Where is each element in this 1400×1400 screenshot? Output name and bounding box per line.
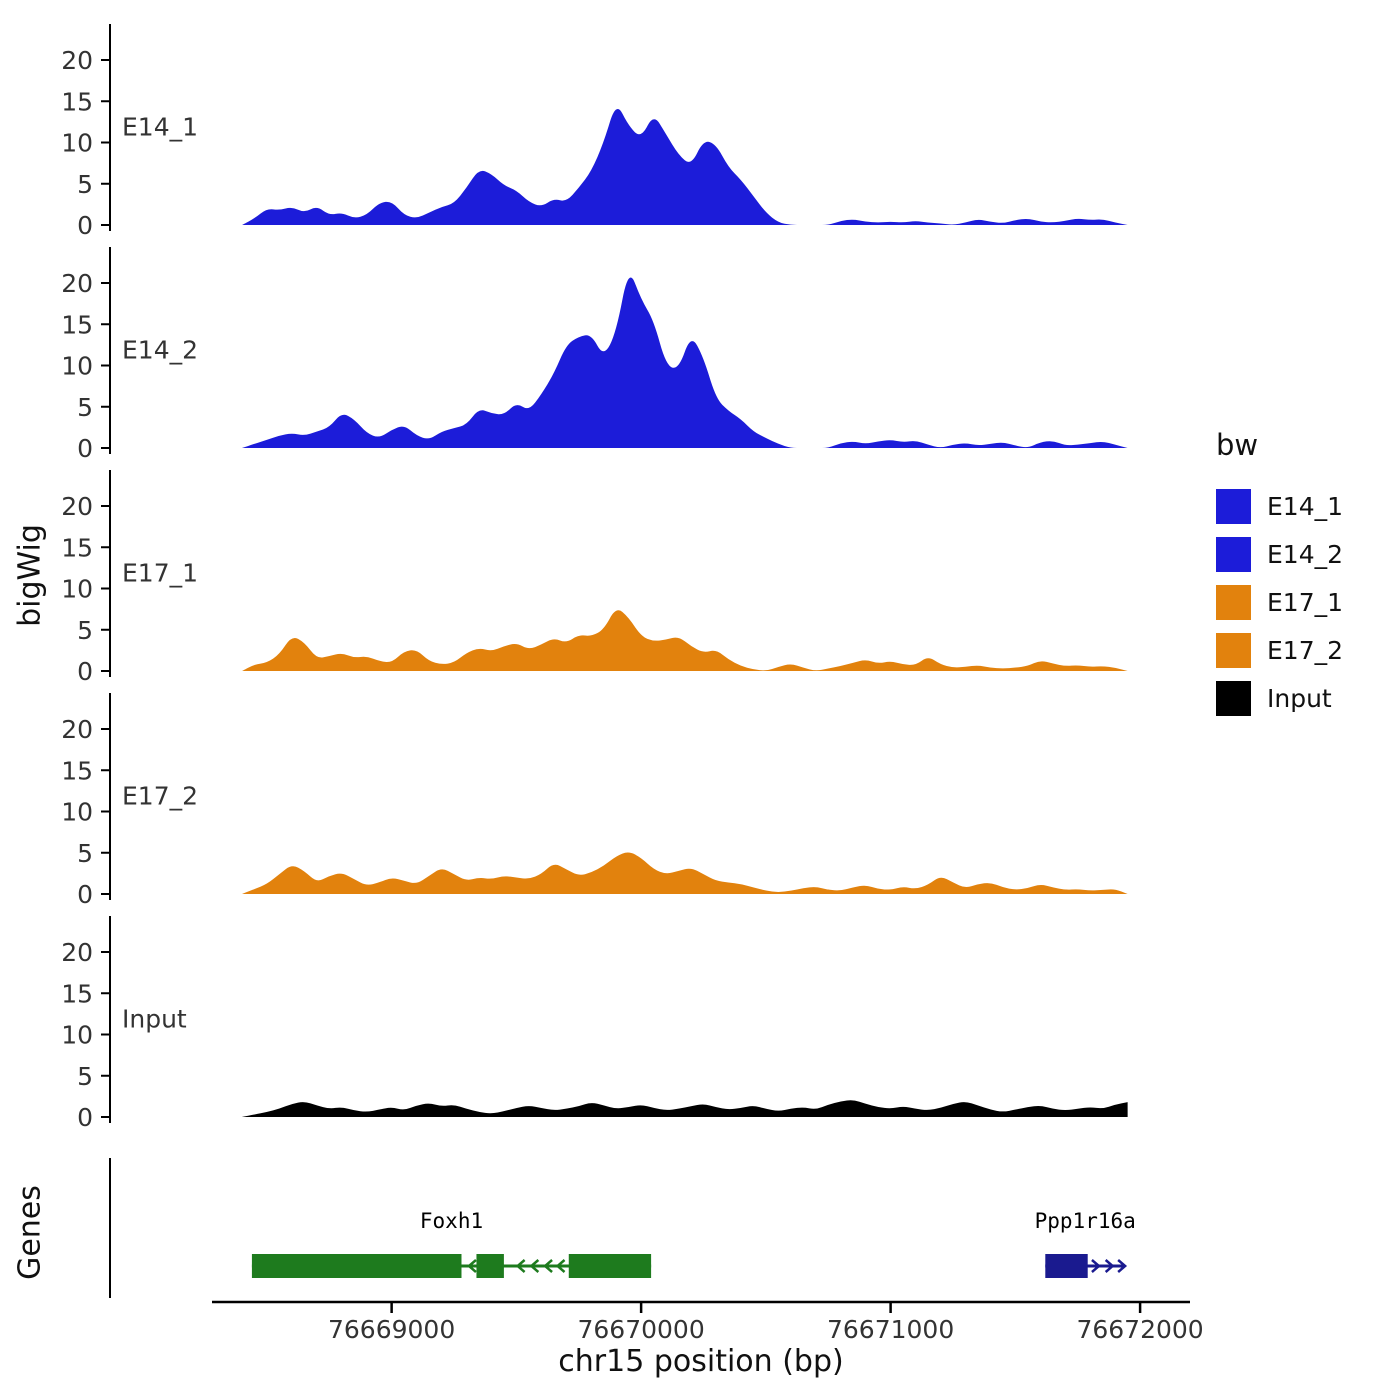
tick-label: 76669000	[328, 1315, 455, 1344]
tick-label: 76670000	[577, 1315, 704, 1344]
track-label-E14_2: E14_2	[122, 336, 198, 365]
track-E14_2: 0 5 10 15 20 E14_2	[61, 247, 1128, 463]
tick-label: 15	[61, 87, 93, 116]
legend-swatch-icon	[1216, 680, 1251, 716]
signal-area-Input	[241, 1100, 1128, 1117]
gene-strand-arrow-icon	[467, 1259, 477, 1273]
tick-label: 5	[77, 839, 93, 868]
y-axis-title: bigWig	[12, 524, 48, 627]
legend-item-label: E17_2	[1267, 635, 1344, 665]
legend-swatch-icon	[1216, 584, 1251, 620]
legend-item-E14_1: E14_1	[1216, 482, 1343, 530]
tick-label: 5	[77, 393, 93, 422]
tick-label: 10	[61, 129, 93, 158]
tick-label: 5	[77, 170, 93, 199]
tick-label: 10	[61, 352, 93, 381]
signal-area-E17_2	[241, 852, 1128, 894]
gene-exon	[1045, 1254, 1088, 1278]
tick-label: 15	[61, 756, 93, 785]
genes-panel-graphics: Foxh1 Ppp1r16a	[109, 1158, 1136, 1298]
gene-strand-arrow-icon	[543, 1259, 553, 1273]
gene-strand-arrow-icon	[1091, 1259, 1101, 1273]
tick-label: 0	[77, 657, 93, 686]
tick-label: 76672000	[1076, 1315, 1203, 1344]
tick-label: 10	[61, 798, 93, 827]
tick-label: 15	[61, 979, 93, 1008]
tick-label: 5	[77, 616, 93, 645]
signal-area-E14_2	[241, 277, 1128, 448]
legend-swatch-icon	[1216, 632, 1251, 668]
legend-item-Input: Input	[1216, 674, 1343, 722]
gene-exon	[568, 1254, 652, 1278]
tick-label: 10	[61, 1021, 93, 1050]
legend-swatch-icon	[1216, 536, 1251, 572]
tick-label: 0	[77, 1103, 93, 1132]
track-E14_1: 0 5 10 15 20 E14_1	[61, 24, 1128, 240]
legend-item-E17_2: E17_2	[1216, 626, 1343, 674]
legend-items: E14_1 E14_2 E17_1 E17_2 Input	[1216, 482, 1343, 722]
legend-item-label: Input	[1267, 683, 1332, 713]
tick-label: 20	[61, 46, 93, 75]
tick-label: 10	[61, 575, 93, 604]
legend-item-label: E14_2	[1267, 539, 1344, 569]
x-axis-title: chr15 position (bp)	[558, 1344, 844, 1379]
tick-label: 5	[77, 1062, 93, 1091]
tick-label: 0	[77, 880, 93, 909]
signal-area-E14_1	[241, 108, 1128, 225]
legend-item-E14_2: E14_2	[1216, 530, 1343, 578]
gene-Foxh1: Foxh1	[251, 1209, 652, 1278]
tick-label: 20	[61, 715, 93, 744]
gene-label-Foxh1: Foxh1	[420, 1209, 483, 1233]
track-E17_1: 0 5 10 15 20 E17_1	[61, 470, 1128, 686]
track-label-E14_1: E14_1	[122, 113, 198, 142]
tick-label: 20	[61, 938, 93, 967]
legend-item-label: E17_1	[1267, 587, 1344, 617]
track-label-E17_2: E17_2	[122, 782, 198, 811]
tick-label: 0	[77, 211, 93, 240]
tick-label: 20	[61, 269, 93, 298]
genes-axis-title: Genes	[12, 1185, 48, 1280]
legend: bw E14_1 E14_2 E17_1 E17_2 Input	[1216, 428, 1343, 722]
tick-label: 76671000	[827, 1315, 954, 1344]
tick-label: 15	[61, 310, 93, 339]
track-label-E17_1: E17_1	[122, 559, 198, 588]
legend-swatch-icon	[1216, 488, 1251, 524]
gene-strand-arrow-icon	[515, 1259, 526, 1273]
legend-item-label: E14_1	[1267, 491, 1344, 521]
track-label-Input: Input	[122, 1005, 187, 1034]
gene-strand-arrow-icon	[1117, 1259, 1128, 1273]
gene-strand-arrow-icon	[555, 1259, 566, 1273]
legend-title: bw	[1216, 428, 1259, 462]
tick-label: 15	[61, 533, 93, 562]
gene-exon	[251, 1254, 462, 1278]
gene-label-Ppp1r16a: Ppp1r16a	[1035, 1209, 1136, 1233]
signal-area-E17_1	[241, 610, 1128, 671]
gene-strand-arrow-icon	[529, 1259, 540, 1273]
gene-Ppp1r16a: Ppp1r16a	[1035, 1209, 1136, 1278]
tick-label: 20	[61, 492, 93, 521]
gene-strand-arrow-icon	[1104, 1259, 1115, 1273]
tick-label: 0	[77, 434, 93, 463]
legend-item-E17_1: E17_1	[1216, 578, 1343, 626]
track-E17_2: 0 5 10 15 20 E17_2	[61, 693, 1128, 909]
track-Input: 0 5 10 15 20 Input	[61, 916, 1128, 1132]
gene-exon	[476, 1254, 504, 1278]
